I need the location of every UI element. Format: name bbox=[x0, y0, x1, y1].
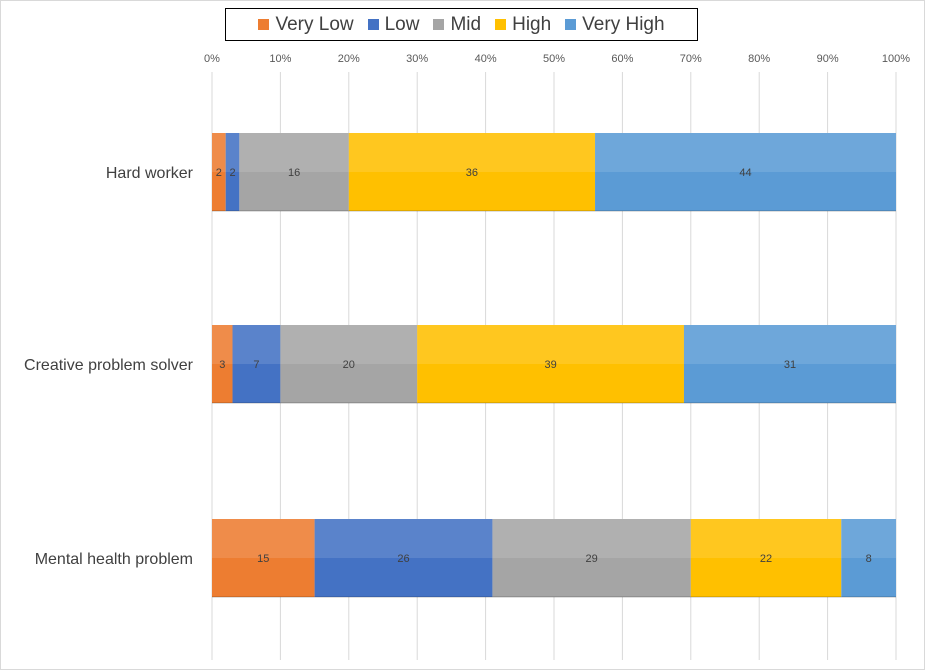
bar-segment bbox=[348, 133, 596, 211]
category-label: Mental health problem bbox=[35, 551, 193, 568]
legend-item-very-low: Very Low bbox=[258, 13, 354, 36]
data-label: 3 bbox=[219, 359, 225, 371]
bar-segment-group: 22 bbox=[690, 519, 842, 598]
data-label: 22 bbox=[760, 553, 772, 565]
legend: Very Low Low Mid High Very High bbox=[225, 8, 698, 41]
bar-segment bbox=[595, 133, 896, 211]
legend-label-mid: Mid bbox=[450, 13, 482, 35]
bar-segment-group: 44 bbox=[595, 133, 896, 212]
data-label: 7 bbox=[253, 359, 259, 371]
bar-segment bbox=[417, 325, 684, 403]
legend-item-high: High bbox=[495, 14, 551, 36]
x-tick-label: 50% bbox=[543, 53, 565, 65]
category-label: Creative problem solver bbox=[24, 357, 194, 374]
x-tick-label: 70% bbox=[680, 53, 702, 65]
bar-segment-highlight bbox=[239, 133, 349, 172]
bar-segment bbox=[690, 519, 842, 597]
bar-segment-highlight bbox=[841, 519, 896, 558]
bar-segment-group: 8 bbox=[841, 519, 896, 598]
legend-item-mid: Mid bbox=[433, 14, 481, 36]
bar-segment bbox=[841, 519, 896, 597]
data-label: 20 bbox=[343, 359, 355, 371]
legend-label-high: High bbox=[512, 13, 552, 35]
data-label: 26 bbox=[397, 553, 409, 565]
x-tick-label: 40% bbox=[475, 53, 497, 65]
category-label: Hard worker bbox=[106, 165, 194, 182]
legend-item-very-high: Very High bbox=[565, 13, 665, 36]
legend-item-low: Low bbox=[367, 13, 420, 36]
data-label: 16 bbox=[288, 167, 300, 179]
bar-segment bbox=[280, 325, 418, 403]
data-label: 15 bbox=[257, 553, 269, 565]
bar-segment-highlight bbox=[690, 519, 842, 558]
x-tick-label: 20% bbox=[338, 53, 360, 65]
bar-segment-group: 31 bbox=[683, 325, 896, 404]
legend-swatch-very-high bbox=[565, 19, 577, 30]
bar-segment-highlight bbox=[492, 519, 691, 558]
bar-segment-group: 2 bbox=[225, 133, 240, 212]
legend-label-very-low: Very Low bbox=[275, 13, 354, 35]
bar-segment-highlight bbox=[225, 133, 240, 172]
bar-segment bbox=[683, 325, 896, 403]
bar-segment-group: 39 bbox=[417, 325, 684, 404]
x-tick-label: 60% bbox=[611, 53, 633, 65]
bar-segment bbox=[492, 519, 691, 597]
legend-swatch-very-low bbox=[258, 19, 270, 30]
data-label: 39 bbox=[544, 359, 556, 371]
bar-segment-group: 3 bbox=[212, 325, 233, 404]
data-label: 31 bbox=[784, 359, 796, 371]
bar-segment-group: 7 bbox=[232, 325, 281, 404]
data-label: 2 bbox=[229, 167, 235, 179]
bar-segment bbox=[232, 325, 281, 403]
legend-swatch-high bbox=[495, 19, 507, 30]
legend-swatch-low bbox=[367, 19, 379, 30]
bar-segment bbox=[212, 133, 226, 211]
legend-label-low: Low bbox=[384, 13, 420, 35]
bar-segment-highlight bbox=[212, 133, 226, 172]
x-axis-tick-labels: 0% 10% 20% 30% 40% 50% 60% 70% 80% 90% 100% bbox=[204, 53, 910, 65]
bars: 2 2 16 36 44 3 7 20 39 31 15 26 29 22 8 bbox=[212, 133, 896, 598]
data-label: 2 bbox=[216, 167, 222, 179]
bar-segment-group: 26 bbox=[314, 519, 493, 598]
bar-segment-group: 15 bbox=[212, 519, 315, 598]
bar-segment-group: 20 bbox=[280, 325, 418, 404]
bar-segment bbox=[225, 133, 240, 211]
bar-segment-group: 16 bbox=[239, 133, 349, 212]
bar-segment-group: 29 bbox=[492, 519, 691, 598]
bar-segment bbox=[239, 133, 349, 211]
data-label: 36 bbox=[466, 167, 478, 179]
x-tick-label: 90% bbox=[817, 53, 839, 65]
bar-segment-highlight bbox=[212, 519, 315, 558]
x-tick-label: 100% bbox=[882, 53, 910, 65]
x-tick-label: 30% bbox=[406, 53, 428, 65]
data-label: 29 bbox=[585, 553, 597, 565]
bar-segment-highlight bbox=[232, 325, 281, 364]
bar-segment-highlight bbox=[280, 325, 418, 364]
bar-segment-highlight bbox=[314, 519, 493, 558]
bar-segment bbox=[314, 519, 493, 597]
bar-segment-highlight bbox=[212, 325, 233, 364]
bar-segment-highlight bbox=[417, 325, 684, 364]
bar-segment bbox=[212, 519, 315, 597]
bar-segment-highlight bbox=[595, 133, 896, 172]
bar-segment-group: 36 bbox=[348, 133, 596, 212]
bar-segment bbox=[212, 325, 233, 403]
legend-swatch-mid bbox=[433, 19, 445, 30]
bar-segment-highlight bbox=[348, 133, 596, 172]
data-label: 8 bbox=[866, 553, 872, 565]
x-tick-label: 0% bbox=[204, 53, 220, 65]
x-tick-label: 80% bbox=[748, 53, 770, 65]
category-labels: Hard worker Creative problem solver Mental… bbox=[24, 165, 194, 568]
legend-label-very-high: Very High bbox=[582, 13, 665, 35]
bar-segment-group: 2 bbox=[212, 133, 226, 212]
x-tick-label: 10% bbox=[269, 53, 291, 65]
bar-segment-highlight bbox=[683, 325, 896, 364]
data-label: 44 bbox=[739, 167, 751, 179]
